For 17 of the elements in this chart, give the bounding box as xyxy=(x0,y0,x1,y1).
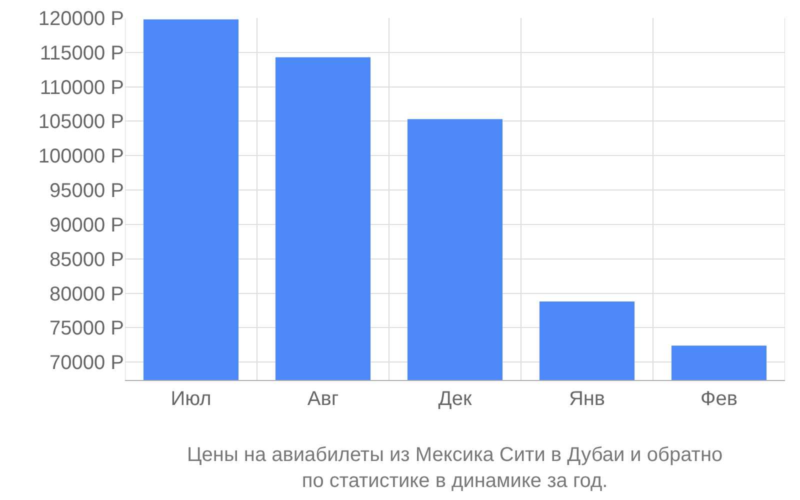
y-tick-label: 70000 Р xyxy=(49,352,124,374)
y-tick-label: 85000 Р xyxy=(49,248,124,271)
y-tick-label: 75000 Р xyxy=(49,318,124,340)
y-tick-label: 95000 Р xyxy=(49,180,124,202)
y-tick-label: 80000 Р xyxy=(49,283,124,306)
y-tick-label: 105000 Р xyxy=(38,111,124,134)
x-tick-label: Янв xyxy=(568,388,606,410)
x-tick-label: Дек xyxy=(438,388,472,410)
y-tick-label: 100000 Р xyxy=(38,146,124,168)
y-tick-label: 90000 Р xyxy=(49,214,124,236)
text: Цены на авиабилеты из Мексика Сити в Дубаи и обратно по статистике в динамике за год. xyxy=(187,444,723,492)
y-tick-label: 115000 Р xyxy=(40,42,124,64)
x-tick-label: Фев xyxy=(700,388,738,410)
x-tick-label: Авг xyxy=(307,388,339,410)
x-tick-label: Июл xyxy=(170,388,212,410)
y-tick-label: 120000 Р xyxy=(38,8,124,30)
y-tick-label: 110000 Р xyxy=(40,76,124,99)
